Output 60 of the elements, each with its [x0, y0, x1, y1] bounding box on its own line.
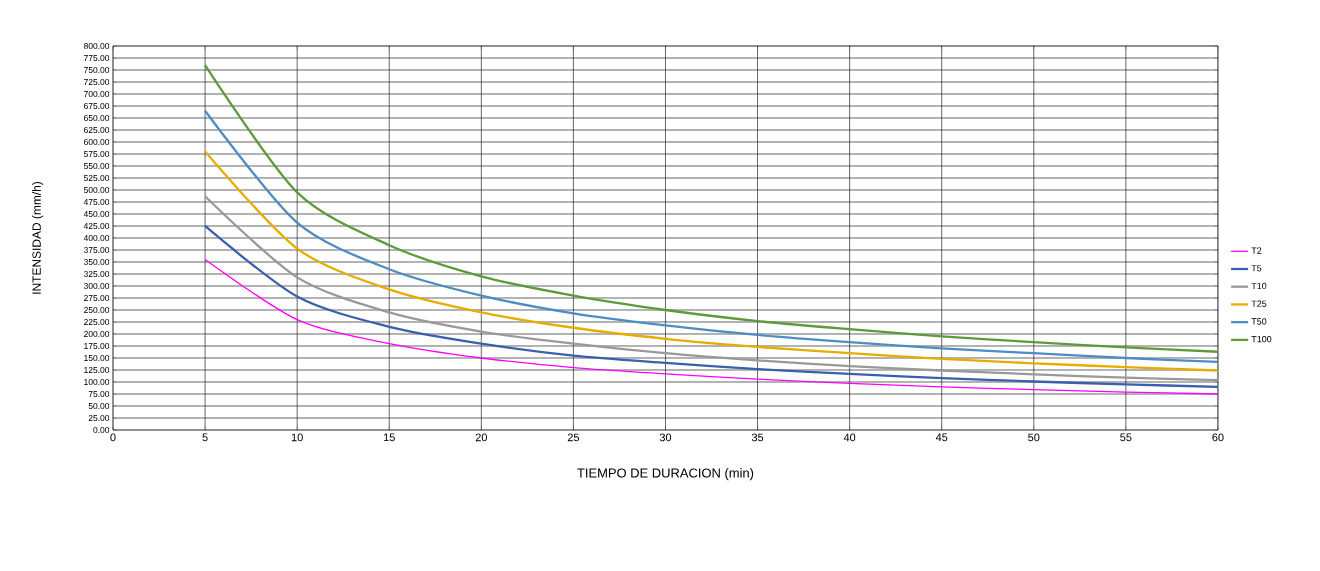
x-tick-label: 40 — [843, 433, 856, 442]
x-tick-label: 50 — [1028, 433, 1040, 442]
line-series — [203, 150, 1218, 372]
y-tick-label: 50.00 — [88, 403, 110, 409]
y-tick-label: 500.00 — [83, 187, 110, 193]
line-series — [204, 258, 1218, 395]
y-tick-label: 550.00 — [83, 163, 110, 169]
y-tick-label: 150.00 — [84, 355, 110, 361]
y-tick-label: 400.00 — [83, 235, 110, 241]
y-tick-label: 0.00 — [93, 427, 110, 433]
y-tick-label: 75.00 — [88, 391, 110, 397]
y-tick-label: 675.00 — [84, 103, 110, 109]
x-tick-label: 60 — [1212, 433, 1224, 442]
y-axis-title: INTENSIDAD (mm/h) — [32, 181, 44, 294]
legend-label: T2 — [1251, 247, 1262, 254]
y-tick-label: 275.00 — [84, 295, 110, 301]
y-tick-label: 475.00 — [83, 199, 110, 205]
line-series — [203, 224, 1218, 388]
line-series — [203, 195, 1218, 382]
y-tick-label: 300.00 — [83, 283, 110, 289]
x-tick-label: 5 — [202, 433, 208, 442]
x-tick-label: 0 — [110, 433, 116, 442]
line-series — [203, 109, 1218, 363]
x-tick-label: 30 — [659, 433, 672, 442]
y-tick-label: 375.00 — [83, 247, 110, 253]
y-tick-label: 725.00 — [84, 79, 110, 85]
legend-label: T5 — [1251, 265, 1262, 272]
y-tick-label: 600.00 — [84, 139, 110, 145]
x-axis-title: TIEMPO DE DURACION (min) — [577, 468, 754, 481]
x-tick-label: 55 — [1120, 433, 1132, 442]
y-tick-label: 775.00 — [84, 55, 110, 61]
y-tick-label: 25.00 — [88, 415, 110, 421]
y-tick-label: 325.00 — [83, 271, 110, 277]
y-tick-label: 700.00 — [84, 91, 110, 97]
y-tick-label: 125.00 — [84, 367, 110, 373]
legend-label: T100 — [1251, 336, 1272, 343]
y-tick-label: 800.00 — [83, 43, 110, 49]
y-tick-label: 250.00 — [84, 307, 110, 313]
y-tick-label: 525.00 — [83, 175, 110, 181]
y-tick-label: 750.00 — [84, 67, 110, 73]
x-tick-label: 15 — [383, 433, 395, 442]
y-tick-label: 350.00 — [83, 259, 110, 265]
y-tick-label: 100.00 — [84, 379, 110, 385]
line-series — [203, 64, 1218, 353]
y-tick-label: 225.00 — [84, 319, 110, 325]
x-tick-label: 20 — [475, 433, 487, 442]
y-tick-label: 650.00 — [84, 115, 110, 121]
x-tick-label: 25 — [567, 433, 580, 442]
y-tick-label: 200.00 — [84, 331, 110, 337]
legend-label: T25 — [1251, 300, 1267, 307]
x-tick-label: 10 — [291, 433, 303, 442]
y-tick-label: 625.00 — [84, 127, 110, 133]
y-tick-label: 175.00 — [84, 343, 110, 349]
y-tick-label: 450.00 — [83, 211, 110, 217]
legend-label: T50 — [1251, 318, 1267, 325]
x-tick-label: 35 — [751, 433, 764, 442]
y-tick-label: 575.00 — [83, 151, 110, 157]
y-tick-label: 425.00 — [83, 223, 110, 229]
x-tick-label: 45 — [935, 433, 948, 442]
legend-label: T10 — [1251, 282, 1267, 290]
